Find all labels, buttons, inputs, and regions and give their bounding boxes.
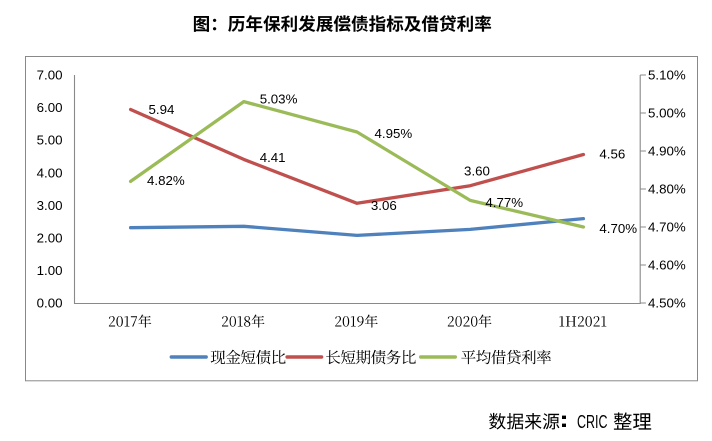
svg-text:5.10%: 5.10% <box>648 68 686 83</box>
svg-text:3.06: 3.06 <box>371 198 397 213</box>
svg-text:4.82%: 4.82% <box>147 173 185 188</box>
svg-text:4.90%: 4.90% <box>648 144 686 159</box>
svg-text:5.00: 5.00 <box>37 133 63 148</box>
svg-text:4.00: 4.00 <box>37 165 63 180</box>
svg-text:4.95%: 4.95% <box>375 126 413 141</box>
svg-text:6.00: 6.00 <box>37 100 63 115</box>
svg-text:4.56: 4.56 <box>599 147 625 162</box>
svg-text:4.60%: 4.60% <box>648 258 686 273</box>
svg-text:4.41: 4.41 <box>260 150 286 165</box>
svg-text:4.77%: 4.77% <box>485 195 523 210</box>
svg-text:5.94: 5.94 <box>149 102 175 117</box>
svg-text:2.00: 2.00 <box>37 230 63 245</box>
svg-text:CRIC: CRIC <box>577 412 608 432</box>
svg-text:5.03%: 5.03% <box>260 92 298 107</box>
svg-text:7.00: 7.00 <box>37 68 63 83</box>
svg-text:5.00%: 5.00% <box>648 106 686 121</box>
svg-text:3.00: 3.00 <box>37 198 63 213</box>
svg-text:4.50%: 4.50% <box>648 296 686 311</box>
svg-text:4.70%: 4.70% <box>648 220 686 235</box>
svg-text:3.60: 3.60 <box>464 163 490 178</box>
svg-text:4.80%: 4.80% <box>648 182 686 197</box>
svg-text:1.00: 1.00 <box>37 263 63 278</box>
svg-text:0.00: 0.00 <box>37 296 63 311</box>
svg-text:4.70%: 4.70% <box>599 221 637 236</box>
